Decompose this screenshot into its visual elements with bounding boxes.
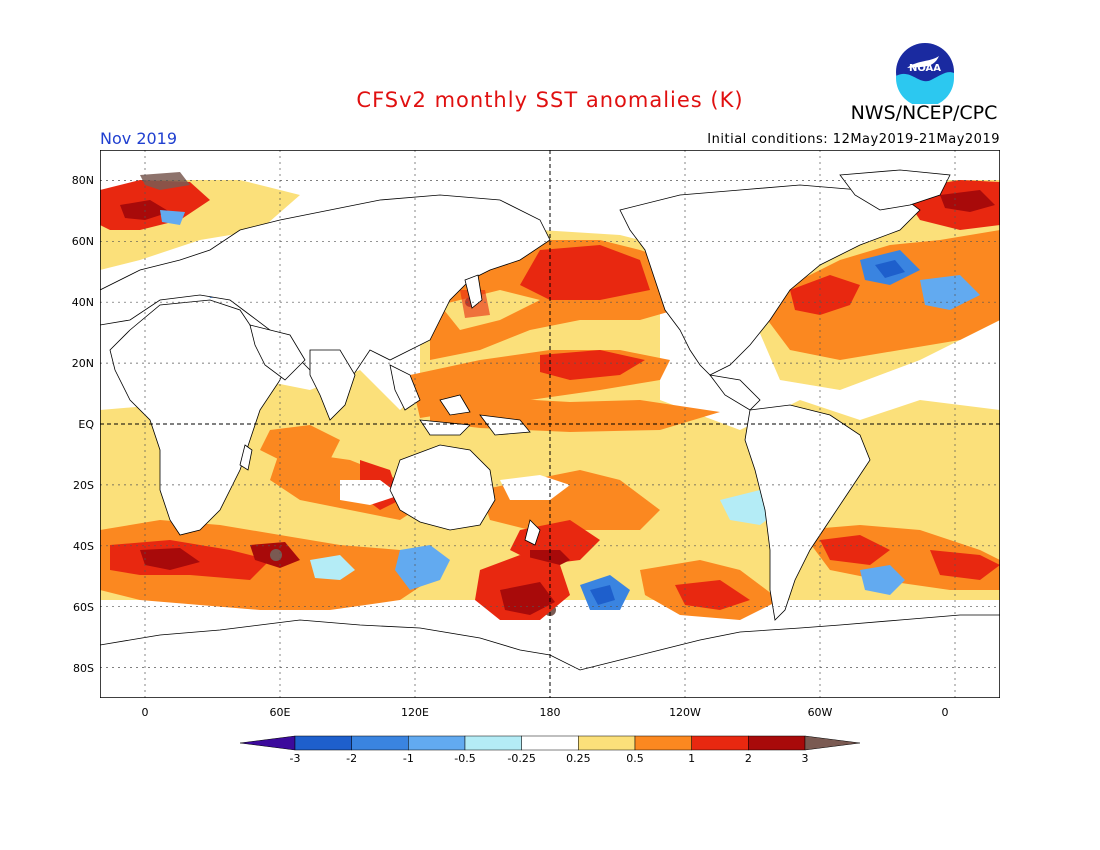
colorbar (239, 733, 861, 773)
lat-label: 40S (73, 540, 94, 553)
lat-label: 20N (71, 357, 94, 370)
agency-label: NWS/NCEP/CPC (850, 102, 998, 124)
lon-label: 180 (539, 706, 561, 719)
colorbar-segment (748, 735, 806, 751)
colorbar-tick-label: 2 (744, 752, 752, 765)
lat-label: 60S (73, 601, 94, 614)
colorbar-segment (634, 735, 692, 751)
colorbar-segment (521, 735, 579, 751)
lat-label: 80S (73, 662, 94, 675)
colorbar-segment (464, 735, 522, 751)
colorbar-low-extend (239, 735, 296, 751)
colorbar-segment (294, 735, 352, 751)
colorbar-tick-label: -0.5 (454, 752, 476, 765)
chart-title: CFSv2 monthly SST anomalies (K) (356, 88, 744, 112)
logo-text: NOAA (909, 63, 941, 74)
reference-lines (100, 150, 1000, 698)
continents (100, 169, 1000, 698)
lat-label: 40N (71, 296, 94, 309)
lat-label: 20S (73, 479, 94, 492)
colorbar-segment (691, 735, 749, 751)
initial-conditions: Initial conditions: 12May2019-21May2019 (707, 132, 1000, 147)
colorbar-segment (351, 735, 409, 751)
lon-label: 0 (141, 706, 149, 719)
colorbar-high-extend (804, 735, 861, 751)
forecast-month: Nov 2019 (100, 129, 178, 148)
lon-label: 120W (669, 706, 701, 719)
colorbar-segment (408, 735, 466, 751)
colorbar-tick-label: 3 (801, 752, 809, 765)
colorbar-segment (578, 735, 636, 751)
lon-label: 120E (401, 706, 429, 719)
colorbar-tick-label: -0.25 (507, 752, 536, 765)
colorbar-tick-label: -3 (289, 752, 301, 765)
colorbar-tick-label: -2 (346, 752, 358, 765)
colorbar-tick-label: 1 (688, 752, 696, 765)
colorbar-tick-label: -1 (402, 752, 414, 765)
lat-label: 80N (71, 174, 94, 187)
colorbar-tick-label: 0.25 (566, 752, 591, 765)
lon-label: 0 (941, 706, 949, 719)
lat-label: 60N (71, 235, 94, 248)
sst-anomaly-map (99, 149, 1001, 699)
lon-label: 60E (269, 706, 291, 719)
lat-label: EQ (78, 418, 94, 431)
lon-label: 60W (807, 706, 833, 719)
colorbar-tick-label: 0.5 (626, 752, 644, 765)
noaa-logo: NOAA (893, 40, 957, 107)
